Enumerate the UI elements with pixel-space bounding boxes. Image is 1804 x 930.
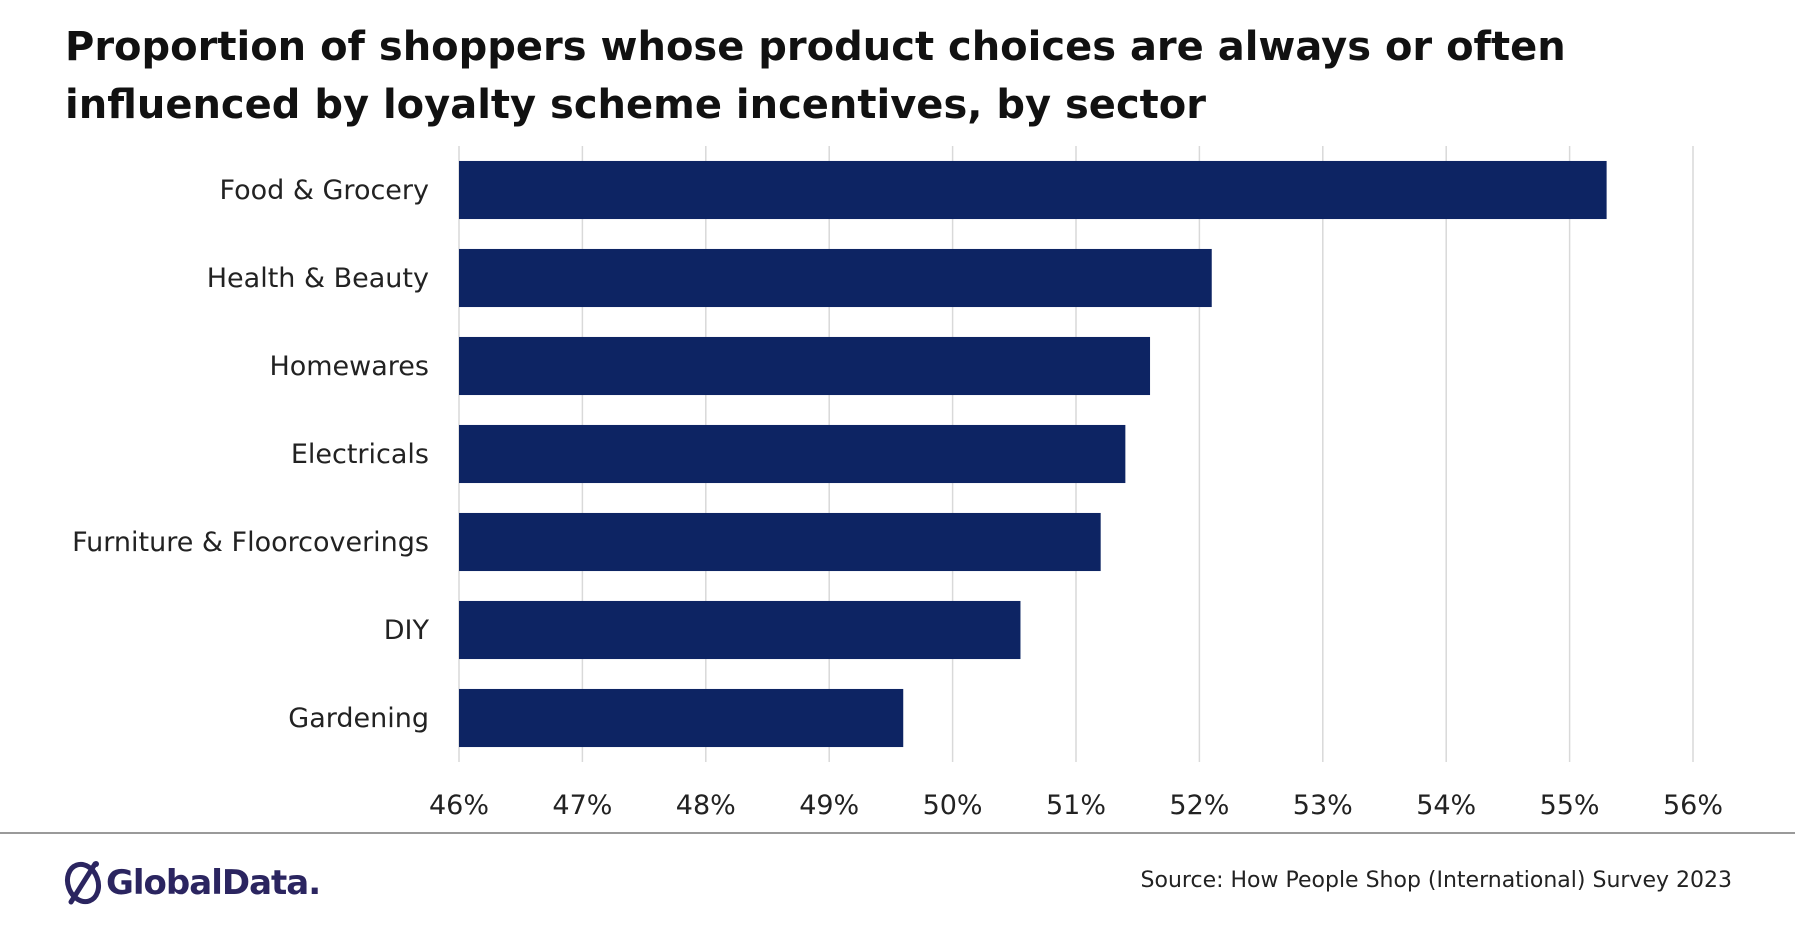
- globaldata-logo-icon: [64, 861, 102, 905]
- category-labels: Food & Grocery Health & Beauty Homewares El…: [72, 175, 429, 734]
- category-label: Gardening: [288, 703, 429, 734]
- x-tick-label: 56%: [1663, 790, 1723, 821]
- category-label: Furniture & Floorcoverings: [72, 527, 429, 558]
- x-tick-label: 50%: [923, 790, 983, 821]
- x-tick-label: 53%: [1293, 790, 1353, 821]
- x-tick-label: 52%: [1169, 790, 1229, 821]
- bar: [459, 512, 1101, 572]
- globaldata-logo: GlobalData.: [62, 858, 321, 908]
- x-tick-label: 47%: [552, 790, 612, 821]
- bars: [459, 160, 1607, 748]
- x-tick-label: 54%: [1416, 790, 1476, 821]
- bar: [459, 600, 1021, 660]
- x-tick-label: 49%: [799, 790, 859, 821]
- source-note: Source: How People Shop (International) …: [1140, 868, 1732, 893]
- category-label: DIY: [384, 615, 430, 646]
- x-tick-label: 55%: [1540, 790, 1600, 821]
- bar: [459, 336, 1151, 396]
- gridlines: [458, 146, 1694, 762]
- footer-divider: [0, 832, 1795, 834]
- category-label: Homewares: [269, 351, 429, 382]
- x-tick-label: 51%: [1046, 790, 1106, 821]
- bar-chart: Food & Grocery Health & Beauty Homewares El…: [72, 146, 1723, 821]
- bar: [459, 160, 1607, 220]
- x-tick-label: 46%: [429, 790, 489, 821]
- chart-title: Proportion of shoppers whose product cho…: [65, 24, 1566, 128]
- x-tick-labels: 46% 47% 48% 49% 50% 51% 52% 53% 54% 55% 56%: [429, 790, 1723, 821]
- bar: [459, 248, 1212, 308]
- bar: [459, 424, 1126, 484]
- category-label: Electricals: [291, 439, 429, 470]
- category-label: Food & Grocery: [220, 175, 429, 206]
- category-label: Health & Beauty: [207, 263, 429, 294]
- bar: [459, 688, 904, 748]
- globaldata-logo-text: GlobalData.: [106, 863, 321, 903]
- x-tick-label: 48%: [676, 790, 736, 821]
